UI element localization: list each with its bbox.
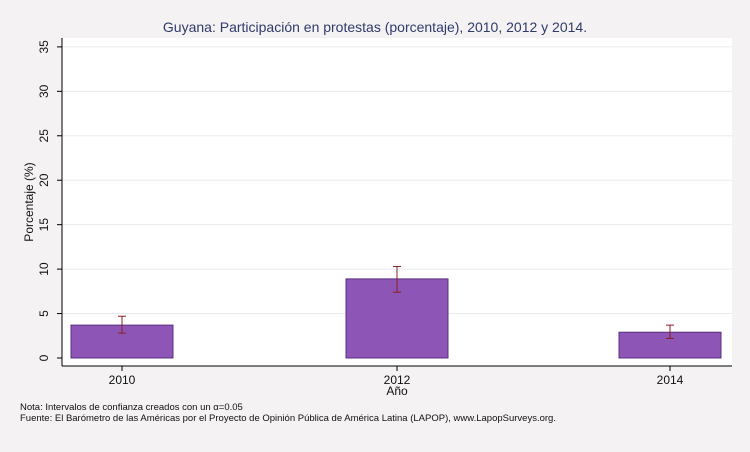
y-ticks: 0 5 10 15 20 25 30 35 — [37, 40, 62, 361]
y-tick-label: 25 — [37, 129, 51, 143]
y-tick-label: 30 — [37, 84, 51, 98]
y-tick-label: 10 — [37, 262, 51, 276]
y-tick-label: 5 — [37, 310, 51, 317]
note-alpha: α — [213, 402, 219, 413]
note-suffix: =0.05 — [219, 402, 243, 413]
y-tick-label: 15 — [37, 218, 51, 232]
error-bars — [118, 265, 674, 339]
confidence-note: Nota: Intervalos de confianza creados co… — [20, 402, 243, 413]
bars — [70, 278, 722, 359]
y-tick-label: 20 — [37, 173, 51, 187]
y-tick-label: 35 — [37, 40, 51, 54]
y-axis-label: Porcentaje (%) — [22, 162, 36, 241]
x-tick-label: 2012 — [384, 373, 411, 387]
chart-title: Guyana: Participación en protestas (porc… — [163, 19, 587, 35]
x-tick-label: 2010 — [109, 373, 136, 387]
x-ticks: 2010 2012 2014 — [109, 366, 684, 387]
note-prefix: Nota: Intervalos de confianza creados co… — [20, 402, 213, 413]
x-axis-label: Año — [386, 384, 408, 398]
x-tick-label: 2014 — [657, 373, 684, 387]
y-tick-label: 0 — [37, 354, 51, 361]
source-note: Fuente: El Barómetro de las Américas por… — [20, 413, 556, 424]
